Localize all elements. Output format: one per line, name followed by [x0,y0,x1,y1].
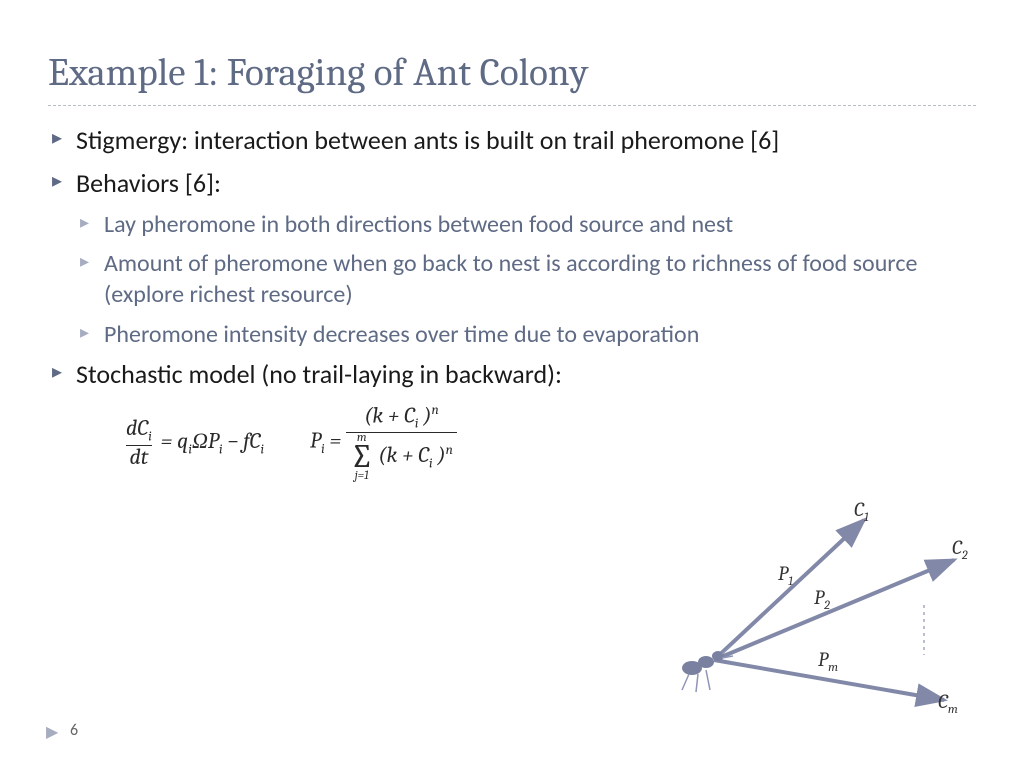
bullet-evaporation: Pheromone intensity decreases over time … [48,319,976,350]
equation-1: dCi dt = qiΩPi − fCi [122,417,264,469]
label-c1: C1 [854,498,869,525]
bullet-lay-pheromone: Lay pheromone in both directions between… [48,209,976,240]
page-marker-icon: ▶ [46,722,58,742]
ant-diagram: C1 C2 Cm P1 P2 Pm [654,490,984,720]
bullet-list: Stigmergy: interaction between ants is b… [48,124,976,390]
slide: Example 1: Foraging of Ant Colony Stigme… [0,0,1024,768]
bullet-behaviors: Behaviors [6]: [48,167,976,200]
equations-block: dCi dt = qiΩPi − fCi Pi = (k + Ci )n m ∑… [122,404,976,481]
bullet-amount-pheromone: Amount of pheromone when go back to nest… [48,248,976,310]
ant-icon [682,646,733,692]
label-p2: P2 [814,586,830,613]
label-c2: C2 [952,536,968,563]
bullet-stochastic: Stochastic model (no trail-laying in bac… [48,358,976,391]
label-cm: Cm [938,690,958,717]
label-pm: Pm [818,648,838,675]
bullet-stigmergy: Stigmergy: interaction between ants is b… [48,124,976,157]
page-number: 6 [70,721,78,740]
slide-title: Example 1: Foraging of Ant Colony [48,50,976,95]
label-p1: P1 [778,562,793,589]
equation-2: Pi = (k + Ci )n m ∑ j=1 (k + Ci )n [310,404,457,481]
title-divider [48,105,976,106]
